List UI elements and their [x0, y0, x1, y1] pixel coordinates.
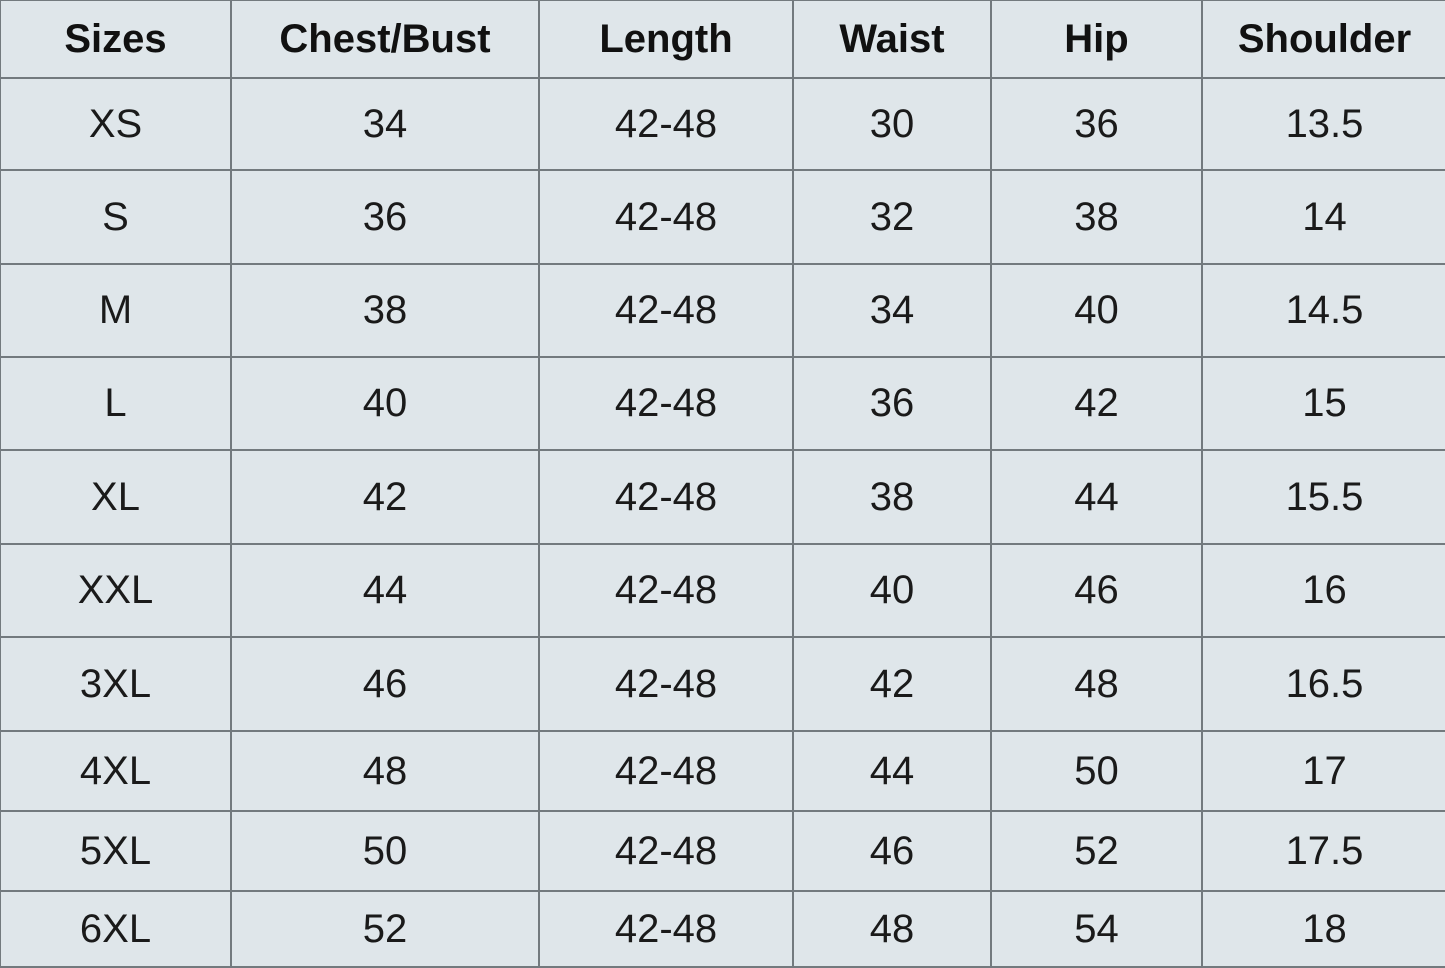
cell-shoulder: 14.5 — [1201, 263, 1445, 358]
cell-shoulder: 16 — [1201, 543, 1445, 638]
cell-hip: 52 — [990, 810, 1203, 892]
header-chest-bust: Chest/Bust — [230, 0, 540, 79]
cell-hip: 50 — [990, 730, 1203, 812]
cell-chest-bust: 34 — [230, 77, 540, 171]
header-waist: Waist — [792, 0, 992, 79]
cell-sizes: XS — [0, 77, 232, 171]
cell-length: 42-48 — [538, 890, 794, 968]
cell-hip: 42 — [990, 356, 1203, 451]
cell-shoulder: 16.5 — [1201, 636, 1445, 732]
cell-length: 42-48 — [538, 543, 794, 638]
cell-sizes: 3XL — [0, 636, 232, 732]
cell-shoulder: 15 — [1201, 356, 1445, 451]
cell-shoulder: 13.5 — [1201, 77, 1445, 171]
table-row: XL 42 42-48 38 44 15.5 — [0, 449, 1445, 545]
table-row: XS 34 42-48 30 36 13.5 — [0, 77, 1445, 171]
cell-length: 42-48 — [538, 636, 794, 732]
cell-hip: 38 — [990, 169, 1203, 265]
cell-hip: 48 — [990, 636, 1203, 732]
cell-hip: 44 — [990, 449, 1203, 545]
cell-shoulder: 15.5 — [1201, 449, 1445, 545]
header-shoulder: Shoulder — [1201, 0, 1445, 79]
header-sizes: Sizes — [0, 0, 232, 79]
cell-sizes: S — [0, 169, 232, 265]
cell-shoulder: 17 — [1201, 730, 1445, 812]
cell-waist: 34 — [792, 263, 992, 358]
cell-waist: 30 — [792, 77, 992, 171]
cell-waist: 36 — [792, 356, 992, 451]
cell-hip: 54 — [990, 890, 1203, 968]
cell-length: 42-48 — [538, 356, 794, 451]
cell-length: 42-48 — [538, 263, 794, 358]
table-row: 3XL 46 42-48 42 48 16.5 — [0, 636, 1445, 732]
cell-sizes: XXL — [0, 543, 232, 638]
cell-length: 42-48 — [538, 730, 794, 812]
cell-waist: 42 — [792, 636, 992, 732]
cell-chest-bust: 42 — [230, 449, 540, 545]
cell-length: 42-48 — [538, 77, 794, 171]
cell-hip: 40 — [990, 263, 1203, 358]
table-row: XXL 44 42-48 40 46 16 — [0, 543, 1445, 638]
cell-chest-bust: 38 — [230, 263, 540, 358]
cell-chest-bust: 48 — [230, 730, 540, 812]
cell-waist: 46 — [792, 810, 992, 892]
cell-hip: 36 — [990, 77, 1203, 171]
cell-sizes: XL — [0, 449, 232, 545]
table-row: S 36 42-48 32 38 14 — [0, 169, 1445, 265]
header-row: Sizes Chest/Bust Length Waist Hip Shoulder — [0, 0, 1445, 79]
cell-length: 42-48 — [538, 169, 794, 265]
cell-chest-bust: 36 — [230, 169, 540, 265]
cell-chest-bust: 46 — [230, 636, 540, 732]
header-hip: Hip — [990, 0, 1203, 79]
cell-shoulder: 17.5 — [1201, 810, 1445, 892]
cell-sizes: M — [0, 263, 232, 358]
cell-chest-bust: 50 — [230, 810, 540, 892]
table-row: M 38 42-48 34 40 14.5 — [0, 263, 1445, 358]
table-row: 6XL 52 42-48 48 54 18 — [0, 890, 1445, 968]
cell-sizes: L — [0, 356, 232, 451]
header-length: Length — [538, 0, 794, 79]
cell-length: 42-48 — [538, 810, 794, 892]
cell-hip: 46 — [990, 543, 1203, 638]
cell-waist: 48 — [792, 890, 992, 968]
cell-sizes: 6XL — [0, 890, 232, 968]
cell-waist: 44 — [792, 730, 992, 812]
cell-shoulder: 18 — [1201, 890, 1445, 968]
cell-shoulder: 14 — [1201, 169, 1445, 265]
cell-chest-bust: 44 — [230, 543, 540, 638]
cell-waist: 38 — [792, 449, 992, 545]
cell-waist: 40 — [792, 543, 992, 638]
table-row: L 40 42-48 36 42 15 — [0, 356, 1445, 451]
cell-chest-bust: 40 — [230, 356, 540, 451]
cell-length: 42-48 — [538, 449, 794, 545]
table-row: 4XL 48 42-48 44 50 17 — [0, 730, 1445, 812]
cell-sizes: 4XL — [0, 730, 232, 812]
cell-chest-bust: 52 — [230, 890, 540, 968]
cell-sizes: 5XL — [0, 810, 232, 892]
cell-waist: 32 — [792, 169, 992, 265]
table-row: 5XL 50 42-48 46 52 17.5 — [0, 810, 1445, 892]
